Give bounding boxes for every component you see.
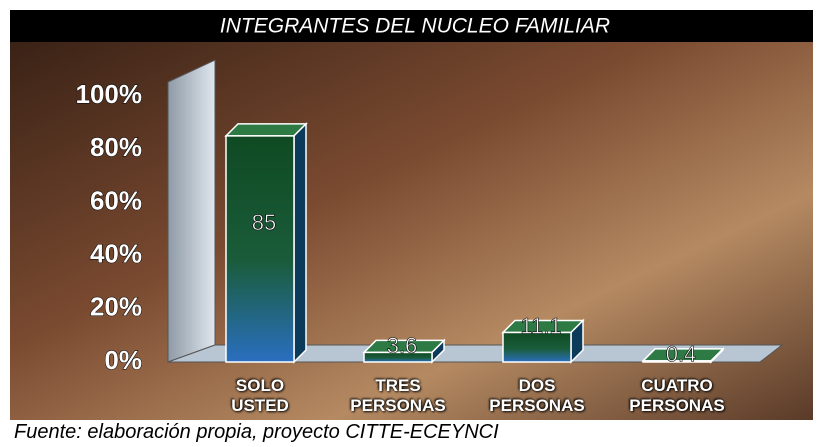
x-tick-label: TRES PERSONAS	[350, 376, 446, 415]
bar	[224, 122, 308, 364]
x-tick-label: DOS PERSONAS	[489, 376, 585, 415]
title-bar	[10, 10, 813, 42]
y-tick-label: 60%	[90, 185, 142, 215]
data-label: 11.1	[520, 313, 561, 338]
data-label: 85	[252, 210, 276, 235]
y-tick-label: 100%	[76, 79, 143, 109]
source-bar	[10, 420, 813, 447]
y-tick-label: 40%	[90, 238, 142, 268]
y-tick-label: 0%	[104, 345, 142, 375]
x-tick-label: CUATRO PERSONAS	[629, 376, 725, 415]
data-label: 0.4	[666, 342, 697, 367]
data-label: 3.6	[387, 333, 418, 358]
back-wall	[167, 59, 216, 363]
y-tick-label: 20%	[90, 292, 142, 322]
y-tick-label: 80%	[90, 132, 142, 162]
source: Fuente: elaboración propia, proyecto CIT…	[14, 421, 499, 443]
bar	[501, 318, 585, 364]
bar	[362, 338, 446, 364]
bar	[641, 347, 725, 364]
chart-title: INTEGRANTES DEL NUCLEO FAMILIAR	[220, 15, 610, 38]
x-tick-label: SOLO USTED	[231, 376, 289, 415]
